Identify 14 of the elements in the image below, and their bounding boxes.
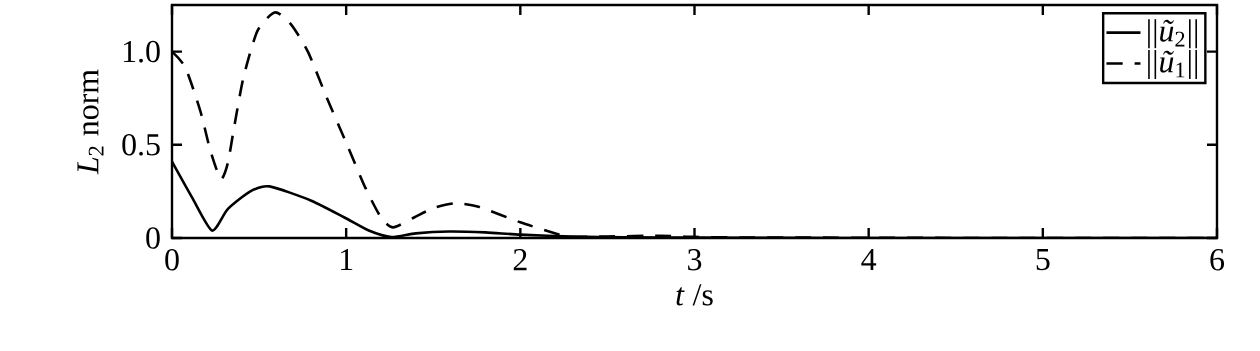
legend-label: ||ũ$_{2}$|| bbox=[1148, 19, 1197, 49]
x-axis-title: t /s bbox=[676, 284, 713, 306]
x-tick-label: 0 bbox=[165, 249, 179, 271]
x-tick-label: 6 bbox=[1210, 249, 1225, 271]
x-tick-label: 4 bbox=[861, 249, 877, 271]
y-tick-label: 0 bbox=[146, 227, 160, 249]
x-tick-label: 2 bbox=[513, 249, 527, 271]
x-tick-label: 5 bbox=[1036, 249, 1050, 271]
legend-label: ||ũ$_{1}$|| bbox=[1148, 50, 1197, 80]
x-tick-label: 3 bbox=[688, 249, 702, 271]
y-tick-label: 1.0 bbox=[123, 40, 160, 63]
y-tick-label: 0.5 bbox=[122, 133, 160, 156]
y-axis-title: L$_{2}$ norm bbox=[77, 69, 104, 175]
x-tick-label: 1 bbox=[341, 249, 353, 271]
